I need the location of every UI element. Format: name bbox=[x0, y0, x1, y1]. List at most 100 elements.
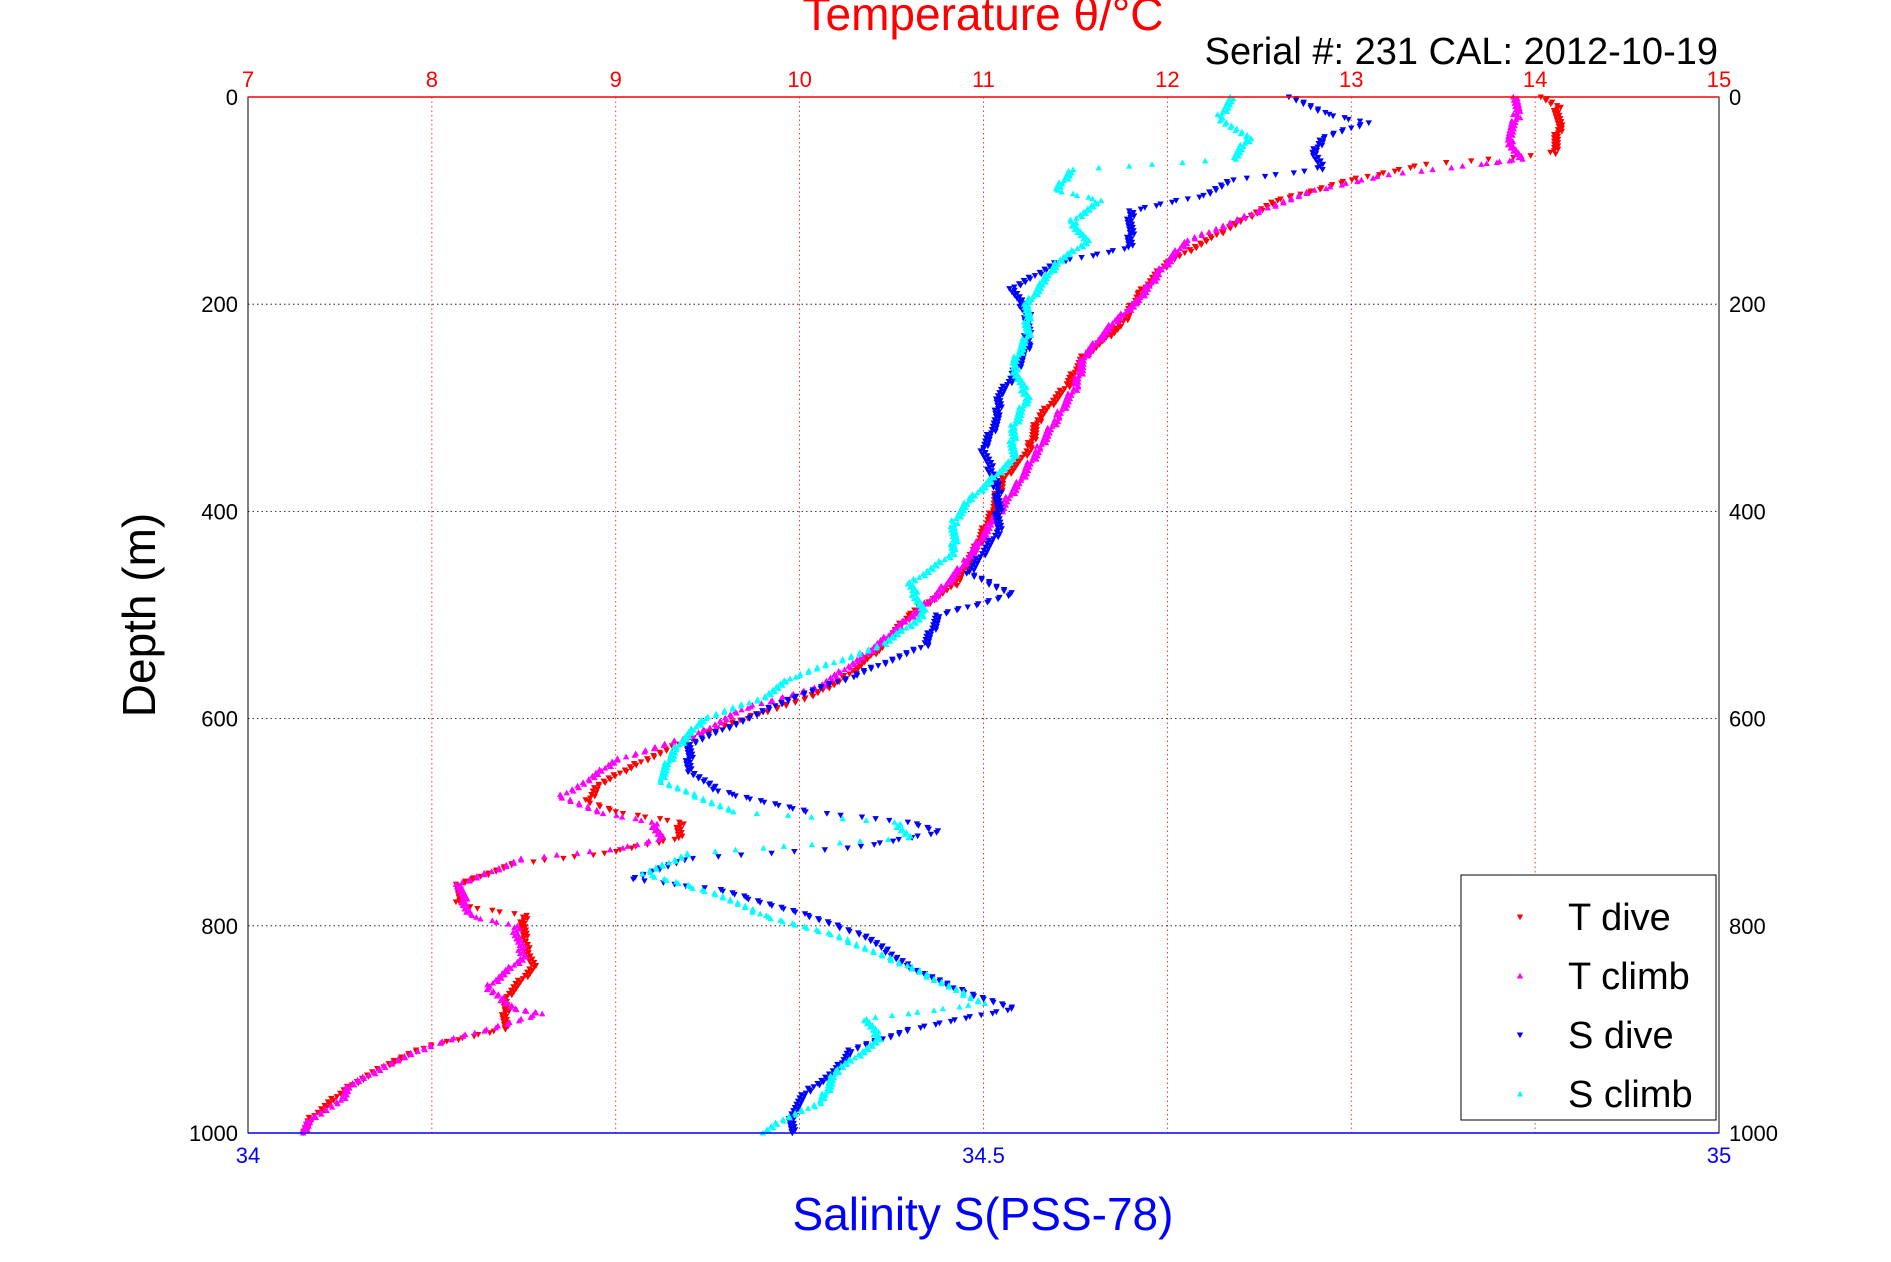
data-point bbox=[801, 696, 808, 703]
data-point bbox=[1099, 336, 1106, 343]
data-point bbox=[510, 989, 518, 995]
data-point bbox=[1028, 435, 1036, 441]
data-point bbox=[471, 1029, 478, 1036]
data-point bbox=[1509, 128, 1517, 135]
data-point bbox=[1023, 328, 1030, 335]
legend-label: S dive bbox=[1568, 1015, 1674, 1057]
data-point bbox=[365, 1072, 373, 1078]
data-point bbox=[582, 797, 589, 803]
data-point bbox=[1553, 117, 1561, 124]
data-point bbox=[962, 1015, 970, 1022]
data-point bbox=[1027, 315, 1035, 322]
data-point bbox=[681, 739, 688, 746]
data-point bbox=[1550, 107, 1558, 114]
data-point bbox=[897, 623, 905, 630]
data-point bbox=[1309, 149, 1316, 156]
data-point bbox=[1058, 188, 1065, 195]
data-point bbox=[624, 843, 631, 849]
data-point bbox=[1026, 346, 1033, 353]
data-point bbox=[1015, 348, 1023, 355]
data-point bbox=[686, 741, 694, 748]
data-point bbox=[1114, 318, 1121, 325]
data-point bbox=[1030, 422, 1037, 428]
data-point bbox=[1026, 276, 1034, 283]
data-point bbox=[1050, 402, 1057, 409]
data-point bbox=[1014, 461, 1022, 468]
data-point bbox=[987, 459, 995, 466]
data-point bbox=[979, 451, 986, 458]
data-point bbox=[512, 981, 519, 987]
data-point bbox=[1042, 268, 1050, 275]
data-point bbox=[818, 1093, 825, 1100]
data-point bbox=[483, 986, 491, 993]
data-point bbox=[498, 1012, 506, 1018]
data-point bbox=[1356, 118, 1364, 125]
right-tick-label: 0 bbox=[1729, 85, 1741, 110]
data-point bbox=[693, 723, 700, 730]
data-point bbox=[701, 885, 708, 892]
data-point bbox=[1517, 114, 1524, 121]
data-point bbox=[1103, 329, 1111, 336]
data-point bbox=[994, 524, 1001, 531]
data-point bbox=[910, 613, 918, 620]
data-point bbox=[760, 844, 767, 851]
data-point bbox=[756, 899, 764, 906]
data-point bbox=[1071, 226, 1078, 232]
data-point bbox=[749, 909, 756, 915]
data-point bbox=[993, 521, 1001, 528]
data-point bbox=[1075, 378, 1082, 385]
data-point bbox=[864, 656, 871, 663]
data-point bbox=[712, 712, 720, 718]
data-point bbox=[1080, 354, 1088, 361]
data-point bbox=[857, 1052, 865, 1059]
data-point bbox=[980, 547, 988, 554]
data-point bbox=[792, 1111, 800, 1118]
data-point bbox=[917, 605, 925, 612]
data-point bbox=[1300, 101, 1307, 108]
data-point bbox=[1133, 300, 1140, 307]
data-point bbox=[1128, 236, 1135, 243]
data-point bbox=[1505, 130, 1513, 137]
data-point bbox=[654, 831, 661, 837]
data-point bbox=[850, 674, 858, 681]
data-point bbox=[1348, 125, 1355, 132]
data-point bbox=[933, 830, 940, 836]
data-point bbox=[932, 595, 939, 602]
data-point bbox=[1029, 431, 1036, 438]
data-point bbox=[1052, 399, 1060, 406]
data-point bbox=[1014, 410, 1021, 417]
data-point bbox=[792, 700, 799, 706]
data-point bbox=[618, 813, 626, 820]
data-point bbox=[1009, 433, 1016, 440]
data-point bbox=[1547, 101, 1554, 108]
data-point bbox=[1025, 302, 1032, 309]
data-point bbox=[753, 712, 761, 719]
data-point bbox=[815, 917, 823, 924]
data-point bbox=[1124, 219, 1131, 226]
data-point bbox=[842, 677, 849, 684]
data-point bbox=[904, 1028, 911, 1035]
data-point bbox=[687, 745, 694, 751]
data-point bbox=[1352, 175, 1360, 182]
data-point bbox=[1554, 133, 1562, 140]
data-point bbox=[957, 574, 965, 581]
data-point bbox=[1018, 361, 1026, 367]
data-point bbox=[690, 726, 698, 733]
data-point bbox=[993, 483, 1000, 489]
data-point bbox=[1205, 229, 1213, 235]
data-point bbox=[999, 469, 1006, 476]
data-point bbox=[1134, 291, 1141, 298]
data-point bbox=[905, 615, 912, 622]
data-point bbox=[869, 1043, 876, 1049]
data-point bbox=[979, 487, 987, 494]
data-point bbox=[517, 979, 524, 986]
data-point bbox=[684, 750, 692, 756]
data-point bbox=[659, 766, 667, 772]
data-point bbox=[1026, 449, 1033, 456]
data-point bbox=[1025, 320, 1032, 327]
data-point bbox=[822, 1092, 829, 1098]
data-point bbox=[659, 769, 666, 776]
data-point bbox=[815, 928, 822, 934]
data-point bbox=[1128, 221, 1136, 228]
data-point bbox=[695, 775, 702, 782]
